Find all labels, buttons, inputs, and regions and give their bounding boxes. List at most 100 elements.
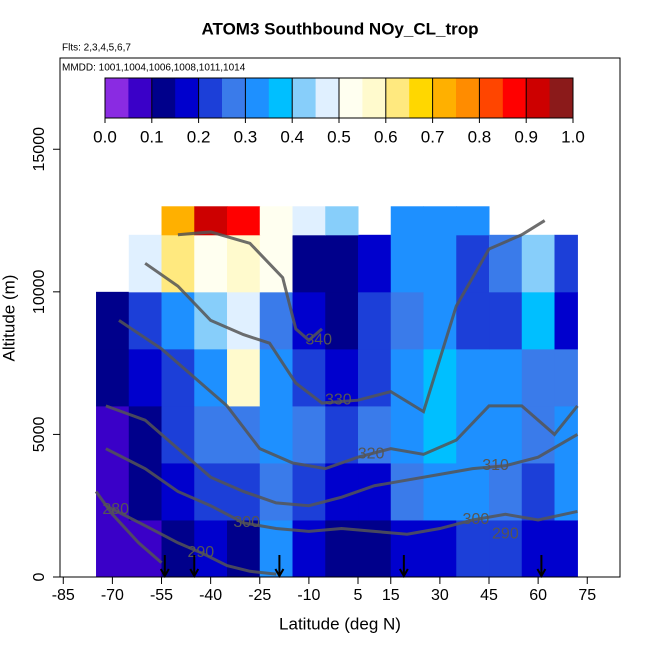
colorbar-tick-label: 0.0: [93, 127, 117, 146]
heatmap-cell: [325, 206, 359, 236]
heatmap-cell: [259, 234, 294, 293]
heatmap-cell: [554, 348, 578, 407]
heatmap-cell: [194, 348, 228, 407]
heatmap-cell: [358, 234, 392, 293]
heatmap-cell: [489, 348, 523, 407]
colorbar-tick-label: 0.8: [468, 127, 492, 146]
heatmap-cell: [194, 405, 228, 464]
heatmap-cell: [358, 291, 392, 350]
colorbar-cell: [526, 78, 551, 118]
x-tick-label: 60: [529, 587, 547, 604]
contour-label: 340: [305, 332, 332, 349]
heatmap-cell: [489, 234, 523, 293]
colorbar-tick-label: 0.4: [280, 127, 304, 146]
colorbar-cell: [432, 78, 457, 118]
colorbar-tick-label: 0.2: [187, 127, 211, 146]
heatmap-cell: [554, 234, 578, 293]
colorbar-cell: [456, 78, 480, 118]
heatmap-cell: [390, 291, 425, 350]
heatmap-cell: [390, 206, 425, 236]
colorbar-tick-label: 0.9: [514, 127, 538, 146]
heatmap-cell: [554, 462, 578, 521]
heatmap-cell: [390, 348, 425, 407]
heatmap-cell: [456, 234, 490, 293]
x-tick-label: 75: [578, 587, 596, 604]
heatmap-cell: [161, 234, 195, 293]
colorbar-tick-label: 0.6: [374, 127, 398, 146]
heatmap-cell: [456, 462, 490, 521]
heatmap-cell: [358, 519, 392, 578]
heatmap-cell: [292, 206, 326, 236]
heatmap-cell: [358, 462, 392, 521]
colorbar-cell: [222, 78, 246, 118]
heatmap-cell: [554, 405, 578, 464]
contour-line: [144, 219, 546, 414]
heatmap-cell: [161, 291, 195, 350]
heatmap-cell: [423, 405, 457, 464]
heatmap-cell: [96, 405, 130, 464]
colorbar-cell: [198, 78, 223, 118]
heatmap-cell: [489, 405, 523, 464]
arrow-head: [398, 568, 409, 579]
heatmap-cell: [390, 519, 425, 578]
heatmap-cell: [390, 234, 425, 293]
x-tick-label: -40: [199, 587, 222, 604]
heatmap-cell: [489, 462, 523, 521]
colorbar-tick-label: 1.0: [561, 127, 585, 146]
colorbar-cell: [339, 78, 363, 118]
colorbar-tick-label: 0.3: [234, 127, 258, 146]
heatmap-cell: [227, 234, 261, 293]
heatmap-cell: [521, 234, 556, 293]
annotation: MMDD: 1001,1004,1006,1008,1011,1014: [62, 63, 246, 74]
heatmap-cell: [161, 206, 195, 236]
y-tick-label: 15000: [31, 127, 48, 172]
heatmap-cell: [161, 348, 195, 407]
y-axis-label: Altitude (m): [0, 275, 18, 362]
heatmap-cell: [128, 291, 163, 350]
colorbar-cell: [409, 78, 434, 118]
contour-line: [94, 490, 163, 564]
heatmap-cell: [554, 519, 578, 578]
heatmap-cell: [227, 348, 261, 407]
contour-label: 290: [187, 544, 214, 561]
colorbar-tick-label: 0.1: [140, 127, 164, 146]
plot-frame: [59, 57, 621, 578]
contour-line: [177, 230, 323, 343]
heatmap-cell: [456, 206, 490, 236]
colorbar-cell: [502, 78, 527, 118]
contour-label: 300: [463, 511, 490, 528]
colorbar-tick-label: 0.7: [421, 127, 445, 146]
heatmap-cell: [423, 234, 457, 293]
heatmap-cell: [96, 462, 130, 521]
heatmap-cell: [325, 291, 359, 350]
heatmap-cell: [96, 519, 130, 578]
heatmap-cell: [259, 405, 294, 464]
heatmap-cell: [521, 348, 556, 407]
heatmap-cell: [227, 291, 261, 350]
heatmap-cell: [259, 348, 294, 407]
contour-label: 320: [358, 446, 385, 463]
colorbar-cell: [315, 78, 340, 118]
contour-line: [105, 504, 277, 576]
heatmap-cell: [325, 348, 359, 407]
contour-line: [118, 319, 579, 471]
heatmap-cell: [194, 519, 228, 578]
heatmap-cell: [456, 291, 490, 350]
contour-label: 280: [102, 501, 129, 518]
colorbar-cell: [128, 78, 153, 118]
heatmap-cell: [292, 462, 326, 521]
x-axis-label: Latitude (deg N): [279, 614, 401, 633]
contour-label: 310: [482, 457, 509, 474]
y-tick-label: 10000: [31, 269, 48, 314]
heatmap-cell: [423, 206, 457, 236]
chart-title: ATOM3 Southbound NOy_CL_trop: [201, 19, 478, 38]
heatmap-cell: [96, 348, 130, 407]
colorbar-frame: [104, 77, 574, 119]
heatmap-cell: [521, 519, 556, 578]
colorbar-cell: [151, 78, 176, 118]
contour-label: 290: [492, 525, 519, 542]
heatmap-cell: [390, 462, 425, 521]
x-tick-label: 15: [382, 587, 400, 604]
contour-label: 300: [233, 514, 260, 531]
